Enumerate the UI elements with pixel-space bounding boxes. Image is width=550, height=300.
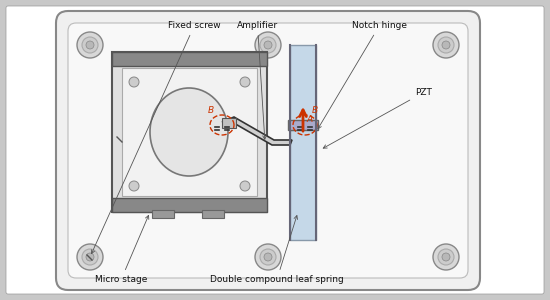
Text: Micro stage: Micro stage (95, 215, 149, 284)
Ellipse shape (150, 88, 228, 176)
Text: Notch hinge: Notch hinge (318, 21, 407, 129)
Circle shape (255, 32, 281, 58)
Circle shape (129, 77, 139, 87)
FancyBboxPatch shape (6, 6, 544, 294)
Circle shape (240, 77, 250, 87)
Text: A: A (306, 115, 312, 124)
Circle shape (77, 244, 103, 270)
Circle shape (255, 244, 281, 270)
Circle shape (86, 41, 94, 49)
Circle shape (442, 41, 450, 49)
Bar (122, 68, 257, 196)
Text: B: B (312, 106, 318, 115)
Circle shape (264, 41, 272, 49)
Text: Fixed screw: Fixed screw (91, 21, 221, 253)
Circle shape (240, 181, 250, 191)
Bar (288, 120, 318, 130)
Circle shape (77, 32, 103, 58)
Bar (290, 122, 303, 130)
Bar (202, 210, 224, 218)
Circle shape (264, 253, 272, 261)
Circle shape (442, 253, 450, 261)
Circle shape (82, 37, 98, 53)
Bar (112, 52, 267, 212)
Circle shape (260, 249, 276, 265)
Circle shape (129, 181, 139, 191)
Text: PZT: PZT (323, 88, 432, 148)
Circle shape (438, 37, 454, 53)
FancyBboxPatch shape (68, 23, 468, 278)
Bar (290, 45, 316, 240)
Bar (112, 198, 267, 212)
Circle shape (438, 249, 454, 265)
Circle shape (433, 32, 459, 58)
Bar (152, 210, 174, 218)
Circle shape (433, 244, 459, 270)
FancyBboxPatch shape (56, 11, 480, 290)
Polygon shape (222, 117, 292, 145)
Text: Double compound leaf spring: Double compound leaf spring (210, 215, 344, 284)
Circle shape (86, 253, 94, 261)
Bar (112, 52, 267, 66)
Text: Amplifier: Amplifier (237, 21, 278, 139)
Bar (222, 118, 236, 128)
Text: B: B (208, 106, 214, 115)
Circle shape (260, 37, 276, 53)
Circle shape (82, 249, 98, 265)
